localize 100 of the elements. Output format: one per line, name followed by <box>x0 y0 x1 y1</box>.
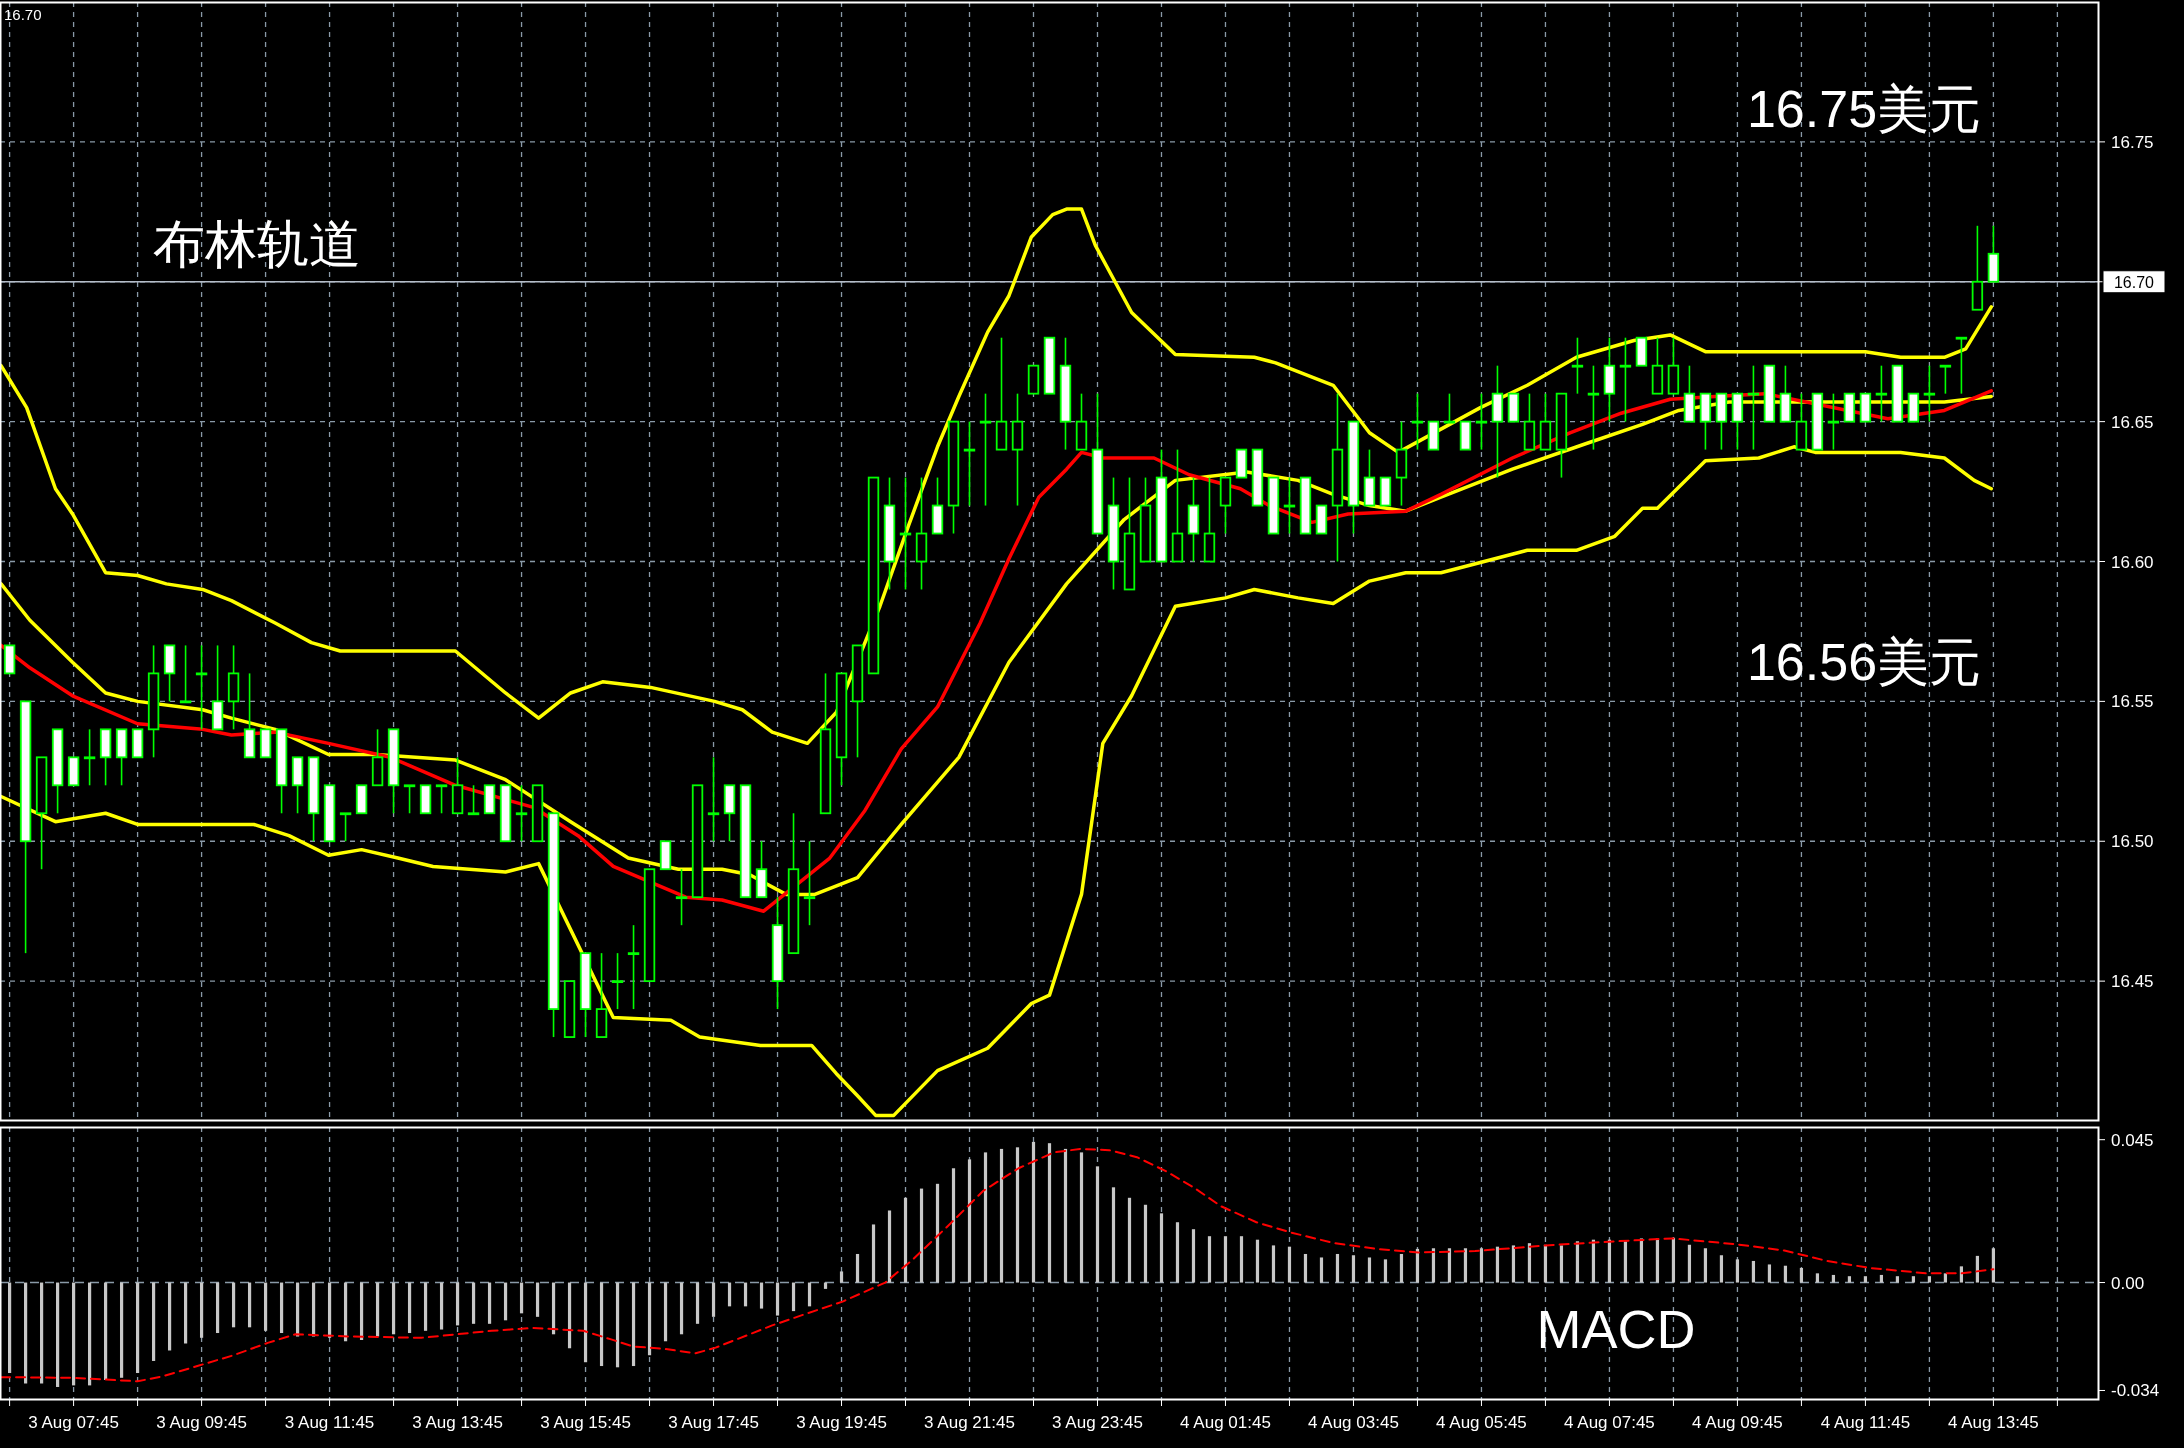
candlestick <box>707 756 720 843</box>
candlestick <box>1411 392 1424 451</box>
bar <box>1831 1274 1836 1283</box>
bar <box>391 1282 396 1335</box>
bar <box>1719 1255 1724 1283</box>
x-tick-label: 3 Aug 15:45 <box>540 1413 631 1432</box>
bar <box>1927 1276 1932 1283</box>
bar <box>71 1282 76 1386</box>
candlestick <box>179 644 192 704</box>
candlestick <box>1827 392 1840 451</box>
bar <box>1383 1259 1388 1283</box>
bar <box>1287 1246 1292 1283</box>
bar <box>1735 1259 1740 1283</box>
candlestick <box>1587 364 1600 451</box>
bar <box>327 1282 332 1338</box>
x-tick-label: 3 Aug 23:45 <box>1052 1413 1143 1432</box>
bar <box>311 1282 316 1337</box>
bar <box>24 1282 28 1384</box>
x-tick-label: 4 Aug 05:45 <box>1436 1413 1527 1432</box>
y-tick-label: 16.65 <box>2111 412 2154 432</box>
bar <box>1991 1248 1996 1283</box>
bar <box>1239 1236 1244 1283</box>
bar <box>1575 1241 1580 1283</box>
candlestick <box>675 868 688 926</box>
bar <box>119 1282 124 1378</box>
bar <box>839 1271 844 1283</box>
bar <box>1431 1248 1436 1283</box>
candlestick <box>627 924 640 1010</box>
bar <box>263 1282 268 1331</box>
bar <box>711 1282 716 1317</box>
candlestick <box>515 784 528 843</box>
bar <box>823 1282 828 1289</box>
x-tick-label: 3 Aug 11:45 <box>284 1413 375 1432</box>
bar <box>1751 1260 1756 1283</box>
bar <box>1767 1264 1772 1283</box>
bar <box>215 1282 220 1334</box>
bar <box>375 1282 380 1337</box>
bar <box>519 1282 524 1314</box>
bar <box>1191 1229 1196 1283</box>
candlestick <box>979 392 992 507</box>
candlestick <box>467 784 480 816</box>
bar <box>775 1282 780 1316</box>
x-tick-label: 4 Aug 13:45 <box>1948 1413 2039 1432</box>
bar <box>1543 1244 1548 1283</box>
bar <box>103 1282 108 1380</box>
bar <box>983 1152 988 1283</box>
candlestick <box>1747 364 1760 451</box>
bar <box>1783 1265 1788 1283</box>
y-tick-label: 16.60 <box>2111 552 2154 572</box>
bar <box>1959 1266 1964 1283</box>
bar <box>1847 1276 1852 1283</box>
candlestick <box>339 812 352 843</box>
bar <box>1655 1238 1660 1283</box>
bar <box>1063 1148 1068 1283</box>
bar <box>1863 1276 1868 1283</box>
y-tick-label: 16.55 <box>2111 692 2154 712</box>
bar <box>1607 1239 1612 1283</box>
bar <box>1703 1248 1708 1283</box>
bar <box>1047 1143 1052 1283</box>
bar <box>1447 1248 1452 1283</box>
bar <box>231 1282 236 1328</box>
bar <box>455 1282 460 1326</box>
bar <box>439 1282 444 1330</box>
annotation: 布林轨道 <box>153 215 361 273</box>
y-tick-label: 0.045 <box>2111 1130 2154 1150</box>
candlestick <box>1939 364 1952 395</box>
bar <box>903 1197 908 1283</box>
bar <box>1671 1237 1676 1283</box>
bar <box>951 1168 956 1283</box>
x-tick-label: 4 Aug 09:45 <box>1692 1413 1783 1432</box>
bar <box>663 1282 668 1342</box>
candlestick <box>1443 392 1456 424</box>
bar <box>1159 1213 1164 1283</box>
bar <box>1175 1222 1180 1283</box>
bar <box>8 1282 12 1374</box>
x-tick-label: 3 Aug 07:45 <box>28 1413 119 1432</box>
bar <box>535 1282 540 1317</box>
bar <box>583 1282 588 1363</box>
bar <box>183 1282 188 1344</box>
bar <box>1799 1267 1804 1283</box>
bar <box>1303 1253 1308 1283</box>
candlestick <box>963 420 976 507</box>
bar <box>887 1210 892 1283</box>
bar <box>40 1282 44 1384</box>
bar <box>919 1188 924 1283</box>
bar <box>1591 1239 1596 1283</box>
bar <box>1095 1166 1100 1283</box>
bar <box>791 1282 796 1312</box>
annotation: 16.75美元 <box>1746 80 1982 138</box>
bar <box>967 1159 972 1283</box>
bar <box>1911 1276 1916 1283</box>
x-tick-label: 3 Aug 13:45 <box>412 1413 503 1432</box>
bar <box>55 1282 60 1387</box>
bar <box>1527 1243 1532 1283</box>
bar <box>1943 1273 1948 1283</box>
bar <box>1351 1255 1356 1283</box>
bar <box>1559 1245 1564 1283</box>
bar <box>1815 1273 1820 1283</box>
bar <box>727 1282 732 1307</box>
bar <box>1207 1236 1212 1283</box>
